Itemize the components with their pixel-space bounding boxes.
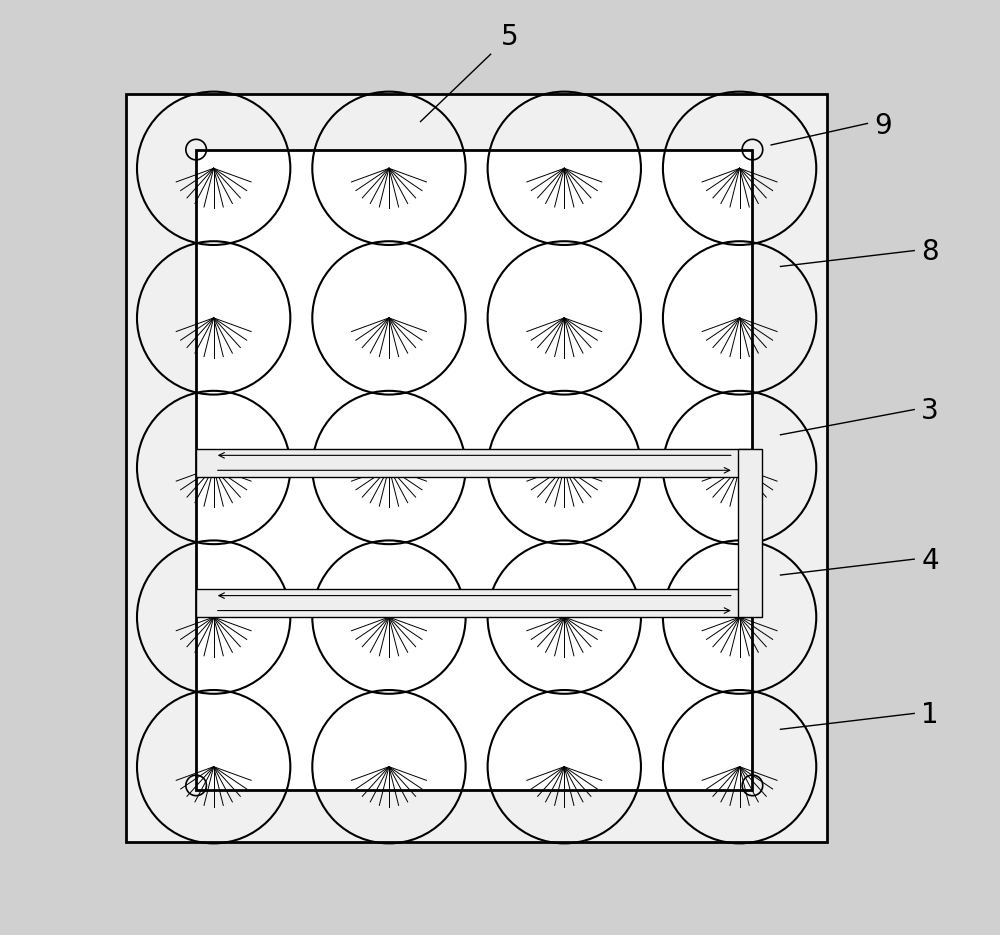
Text: 4: 4 <box>921 547 939 575</box>
Text: 3: 3 <box>921 397 939 425</box>
Bar <box>196 589 752 617</box>
Bar <box>196 150 752 790</box>
Bar <box>196 449 752 477</box>
Text: 9: 9 <box>874 112 892 140</box>
Text: 5: 5 <box>501 23 518 51</box>
Text: 1: 1 <box>921 701 939 729</box>
Bar <box>738 449 762 617</box>
Text: 8: 8 <box>921 238 939 266</box>
Bar <box>126 94 827 842</box>
